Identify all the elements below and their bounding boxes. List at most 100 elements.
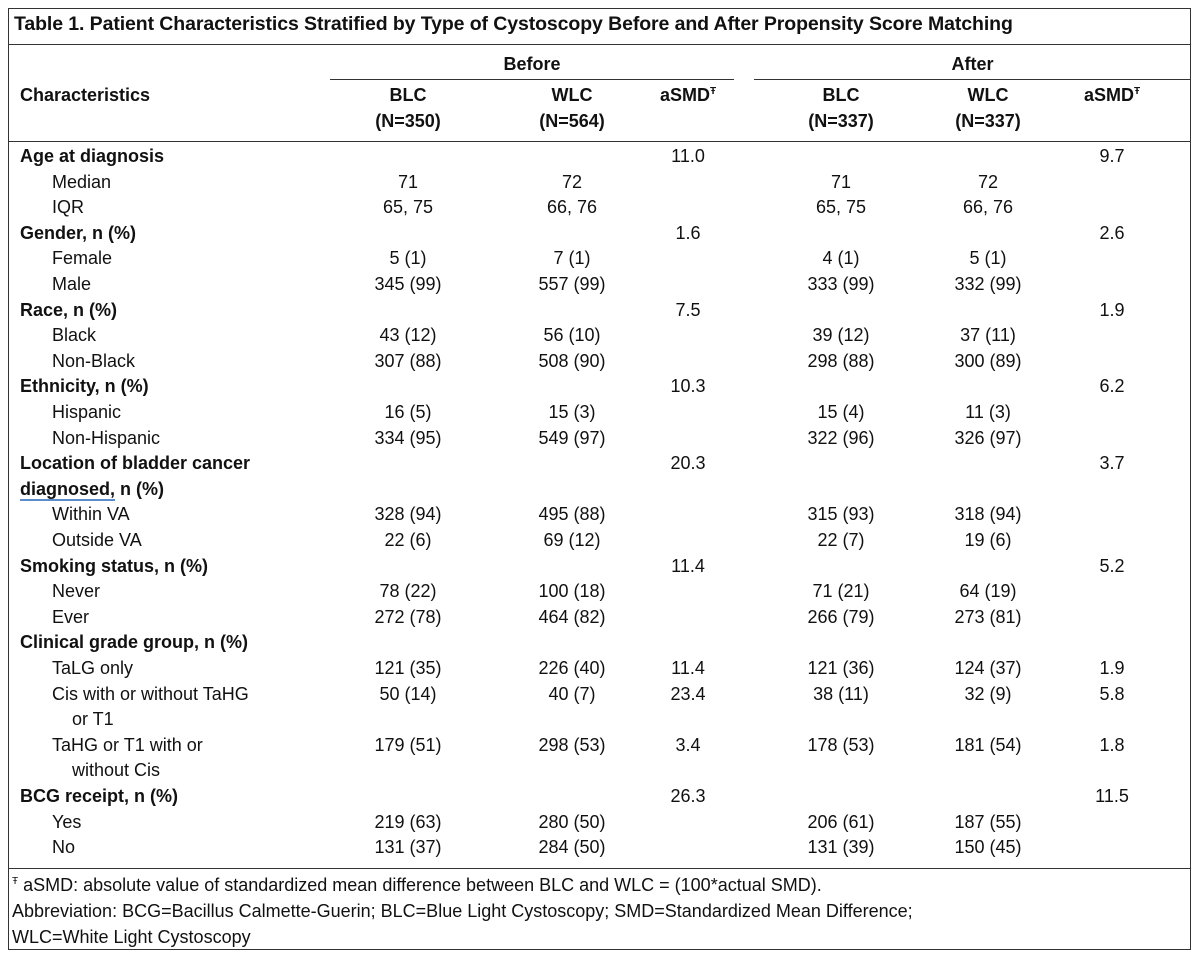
cell-ba: 178 (53) (807, 734, 875, 755)
group-after: After (951, 54, 994, 74)
row-label: Within VA (52, 504, 130, 525)
cell-wb: 40 (7) (548, 683, 596, 704)
cell-ba: 22 (7) (817, 530, 865, 550)
title-rule (8, 44, 1191, 45)
row-label: TaLG only (52, 658, 134, 678)
row-heading: Clinical grade group, n (%) (20, 632, 249, 653)
cell-wa: 11 (3) (965, 402, 1011, 422)
row-heading: Gender, n (%) (20, 222, 137, 243)
after-rule (754, 79, 1191, 80)
row-label: or T1 (72, 709, 114, 730)
cell-wa: 187 (55) (954, 811, 1022, 832)
group-before: Before (503, 54, 561, 74)
cell-bb: 22 (6) (384, 530, 432, 550)
cell-wb: 56 (10) (543, 325, 601, 346)
cell-ba: 322 (96) (807, 427, 875, 448)
cell-ba: 131 (39) (807, 837, 875, 858)
footer-rule (8, 868, 1191, 869)
cell-wa: 300 (89) (954, 350, 1022, 371)
cell-wb: 15 (3) (548, 402, 596, 422)
cell-sb: 11.4 (671, 658, 705, 678)
cell-ba: 266 (79) (807, 606, 875, 627)
cell-wb: 298 (53) (538, 734, 606, 755)
cell-wb: 69 (12) (543, 530, 601, 550)
row-label: TaHG or T1 with or (52, 734, 203, 755)
header-asmd-before: aSMDŦ (659, 85, 717, 105)
cell-ba: 121 (36) (807, 658, 875, 678)
cell-bb: 219 (63) (374, 811, 442, 832)
cell-wb: 549 (97) (538, 427, 606, 448)
cell-ba: 71 (21) (812, 581, 870, 602)
cell-wb: 7 (1) (553, 248, 591, 269)
cell-bb: 121 (35) (374, 658, 442, 678)
cell-sb: 20.3 (670, 453, 706, 474)
cell-sb: 11.0 (671, 146, 705, 166)
cell-wb: 226 (40) (538, 658, 606, 678)
row-heading: diagnosed, n (%) (20, 478, 165, 501)
cell-bb: 65, 75 (382, 197, 434, 218)
cell-sb: 3.4 (675, 734, 701, 755)
row-label: without Cis (72, 760, 161, 781)
cell-wb: 100 (18) (538, 581, 606, 602)
row-heading: Age at diagnosis (20, 146, 165, 166)
cell-wa: 150 (45) (954, 837, 1022, 858)
cell-sa: 5.2 (1099, 555, 1125, 576)
cell-ba: 15 (4) (817, 402, 865, 422)
cell-ba: 65, 75 (815, 197, 867, 218)
cell-wa: 19 (6) (964, 530, 1012, 550)
cell-sa: 1.9 (1099, 299, 1125, 320)
cell-wa: 181 (54) (954, 734, 1022, 755)
cell-sa: 9.7 (1099, 146, 1125, 166)
cell-sb: 10.3 (670, 376, 706, 397)
header-wlc-before: WLC (N=564) (539, 85, 605, 131)
cell-wa: 332 (99) (954, 274, 1022, 294)
cell-bb: 328 (94) (374, 504, 442, 525)
row-heading: Ethnicity, n (%) (20, 376, 149, 397)
row-label: Non-Black (52, 350, 136, 371)
cell-wa: 64 (19) (959, 581, 1017, 602)
cell-sb: 26.3 (670, 786, 706, 806)
table-title: Table 1. Patient Characteristics Stratif… (14, 13, 1013, 35)
cell-wa: 318 (94) (954, 504, 1022, 525)
cell-bb: 5 (1) (389, 248, 427, 269)
cell-wa: 326 (97) (954, 427, 1022, 448)
cell-wa: 37 (11) (960, 325, 1016, 346)
cell-sb: 1.6 (675, 222, 701, 243)
cell-sb: 23.4 (670, 683, 706, 704)
row-label: Median (52, 171, 112, 192)
header-rule (8, 141, 1191, 142)
row-heading: BCG receipt, n (%) (20, 786, 179, 806)
footnote: Ŧ aSMD: absolute value of standardized m… (12, 872, 913, 950)
row-label: Non-Hispanic (52, 427, 161, 448)
cell-bb: 272 (78) (374, 606, 442, 627)
footnote-line-2: Abbreviation: BCG=Bacillus Calmette-Guer… (12, 901, 913, 921)
row-label: No (52, 837, 76, 858)
cell-sa: 6.2 (1099, 376, 1125, 397)
row-heading: Location of bladder cancer (20, 453, 251, 474)
cell-wb: 464 (82) (538, 606, 606, 627)
footnote-line-3: WLC=White Light Cystoscopy (12, 927, 251, 947)
cell-bb: 334 (95) (374, 427, 442, 448)
cell-wb: 66, 76 (546, 197, 598, 218)
cell-sb: 11.4 (671, 555, 705, 576)
table-frame: Table 1. Patient Characteristics Stratif… (8, 8, 1191, 950)
cell-sa: 3.7 (1099, 453, 1125, 474)
row-label: Outside VA (52, 530, 142, 550)
row-label: Cis with or without TaHG (52, 683, 249, 704)
header-characteristics: Characteristics (20, 85, 151, 105)
cell-ba: 315 (93) (807, 504, 875, 525)
cell-sb: 7.5 (675, 299, 701, 320)
cell-wa: 124 (37) (954, 658, 1022, 678)
cell-bb: 179 (51) (374, 734, 442, 755)
cell-wb: 557 (99) (538, 274, 606, 294)
cell-bb: 78 (22) (379, 581, 437, 602)
row-label: Never (52, 581, 101, 602)
cell-wa: 32 (9) (964, 683, 1012, 704)
header-wlc-after: WLC (N=337) (955, 85, 1021, 131)
cell-ba: 39 (12) (812, 325, 870, 346)
cell-sa: 1.9 (1099, 658, 1125, 678)
header-blc-before: BLC (N=350) (375, 85, 441, 131)
row-label: Female (52, 248, 113, 269)
cell-bb: 16 (5) (384, 402, 432, 422)
footnote-line-1: Ŧ aSMD: absolute value of standardized m… (12, 875, 822, 895)
